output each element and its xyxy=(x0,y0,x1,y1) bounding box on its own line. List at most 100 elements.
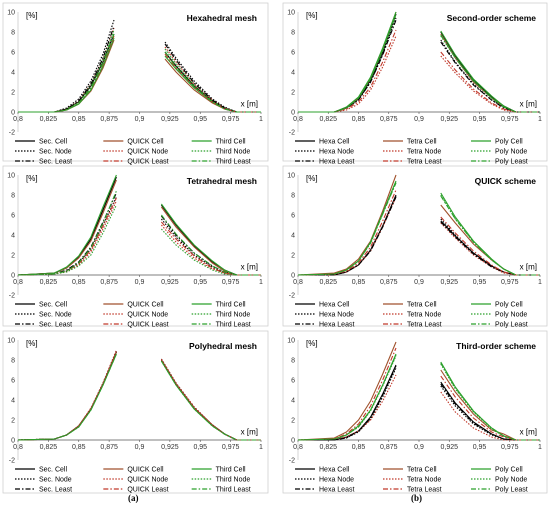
series-line-left xyxy=(297,354,397,441)
x-tick-label: 0,8 xyxy=(13,116,23,123)
y-tick-label: 6 xyxy=(291,378,295,385)
x-tick-label: 0,9 xyxy=(135,444,145,451)
legend-label: Third Node xyxy=(216,477,251,484)
x-tick-label: 0,875 xyxy=(380,444,398,451)
y-tick-label: 8 xyxy=(11,358,15,365)
legend-label: QUICK Least xyxy=(127,159,168,166)
x-tick-label: 0,825 xyxy=(319,116,337,123)
legend-label: QUICK Node xyxy=(127,477,168,484)
x-tick-label: 1 xyxy=(538,279,542,286)
legend-label: Third Cell xyxy=(216,467,246,474)
legend-label: Sec. Node xyxy=(39,312,72,319)
y-tick-label: 8 xyxy=(291,30,295,37)
legend-label: QUICK Node xyxy=(127,149,168,156)
x-axis-label: x [m] xyxy=(520,100,537,109)
y-tick-label: 0 xyxy=(291,438,295,445)
y-tick-label: 6 xyxy=(291,50,295,57)
series-group xyxy=(17,174,261,276)
legend-label: Hexa Least xyxy=(319,487,354,494)
y-tick-label: 10 xyxy=(7,10,15,17)
legend-label: Hexa Node xyxy=(319,149,354,156)
x-tick-label: 0,85 xyxy=(72,444,86,451)
y-tick-label: 4 xyxy=(11,398,15,405)
y-tick-label: 4 xyxy=(291,70,295,77)
x-tick-label: 0,925 xyxy=(161,116,179,123)
x-tick-label: 0,875 xyxy=(100,444,118,451)
panel-frame xyxy=(2,2,269,162)
y-tick-label: 10 xyxy=(287,10,295,17)
series-group xyxy=(18,19,261,113)
legend-label: Tetra Least xyxy=(407,159,442,166)
x-tick-label: 0,875 xyxy=(100,279,118,286)
legend-label: Hexa Cell xyxy=(319,139,350,146)
chart-title: Polyhedral mesh xyxy=(189,341,257,351)
chart-title: Tetrahedral mesh xyxy=(187,176,257,186)
legend-label: Third Node xyxy=(216,312,251,319)
legend-label: Hexa Least xyxy=(319,159,354,166)
legend-label: Third Cell xyxy=(216,302,246,309)
legend-label: Poly Node xyxy=(495,312,527,319)
chart-panel-1: -2 0 2 4 6 8 10 0,8 0,825 0,85 0,875 0,9 0,925 0,95 0,… xyxy=(2,2,269,166)
y-axis-label: [%] xyxy=(26,11,38,20)
y-tick-label: 8 xyxy=(291,358,295,365)
legend-label: Third Least xyxy=(216,322,251,329)
x-tick-label: 0,85 xyxy=(352,116,366,123)
chart-title: Hexahedral mesh xyxy=(187,13,257,23)
y-tick-label: 2 xyxy=(11,253,15,260)
y-tick-label: 10 xyxy=(7,173,15,180)
x-tick-label: 0,825 xyxy=(319,444,337,451)
panel-frame xyxy=(282,330,548,494)
series-line-right xyxy=(160,214,261,276)
y-tick-label: -2 xyxy=(9,130,15,137)
legend-label: QUICK Least xyxy=(127,322,168,329)
x-tick-label: 0,8 xyxy=(13,279,23,286)
y-axis-label: [%] xyxy=(26,174,38,183)
legend-label: Sec. Node xyxy=(39,149,72,156)
y-tick-label: 10 xyxy=(7,338,15,345)
y-tick-label: 4 xyxy=(11,233,15,240)
x-tick-label: 0,95 xyxy=(473,116,487,123)
x-tick-label: 1 xyxy=(259,116,263,123)
x-tick-label: 0,8 xyxy=(13,444,23,451)
x-tick-label: 0,925 xyxy=(161,279,179,286)
x-tick-label: 0,95 xyxy=(193,444,207,451)
y-tick-label: -2 xyxy=(289,293,295,300)
x-tick-label: 0,925 xyxy=(440,444,458,451)
series-line-right xyxy=(164,51,261,113)
series-line-right xyxy=(160,359,261,441)
x-tick-label: 0,85 xyxy=(72,279,86,286)
x-tick-label: 0,975 xyxy=(501,279,519,286)
series-line-right xyxy=(440,375,540,441)
x-tick-label: 0,925 xyxy=(161,444,179,451)
y-tick-label: 10 xyxy=(287,173,295,180)
y-axis-label: [%] xyxy=(26,339,38,348)
series-line-left xyxy=(17,174,117,276)
chart-panel-2: -2 0 2 4 6 8 10 0,8 0,825 0,85 0,875 0,9 0,925 0,95 0,… xyxy=(282,2,548,166)
x-tick-label: 1 xyxy=(538,116,542,123)
legend-label: Poly Node xyxy=(495,149,527,156)
series-line-right xyxy=(440,41,540,113)
series-line-left xyxy=(297,341,397,441)
x-tick-label: 1 xyxy=(259,444,263,451)
legend-label: Hexa Node xyxy=(319,477,354,484)
x-tick-label: 0,8 xyxy=(293,116,303,123)
x-tick-label: 0,825 xyxy=(40,444,58,451)
series-line-left xyxy=(297,174,397,276)
panel-frame xyxy=(2,165,269,327)
legend: Sec. Cell QUICK Cell Third Cell Sec. Node QU… xyxy=(15,302,251,329)
y-tick-label: 0 xyxy=(11,438,15,445)
legend-label: Tetra Node xyxy=(407,312,441,319)
y-axis-label: [%] xyxy=(306,174,318,183)
y-tick-label: 4 xyxy=(291,233,295,240)
x-axis-label: x [m] xyxy=(520,428,537,437)
x-tick-label: 0,975 xyxy=(222,444,240,451)
series-line-left xyxy=(18,33,115,113)
series-line-right xyxy=(440,218,540,276)
x-tick-label: 0,85 xyxy=(352,279,366,286)
x-tick-label: 0,9 xyxy=(414,279,424,286)
x-tick-label: 0,9 xyxy=(414,116,424,123)
y-tick-label: 2 xyxy=(291,418,295,425)
caption-b: (b) xyxy=(411,493,422,503)
series-line-right xyxy=(440,362,540,441)
